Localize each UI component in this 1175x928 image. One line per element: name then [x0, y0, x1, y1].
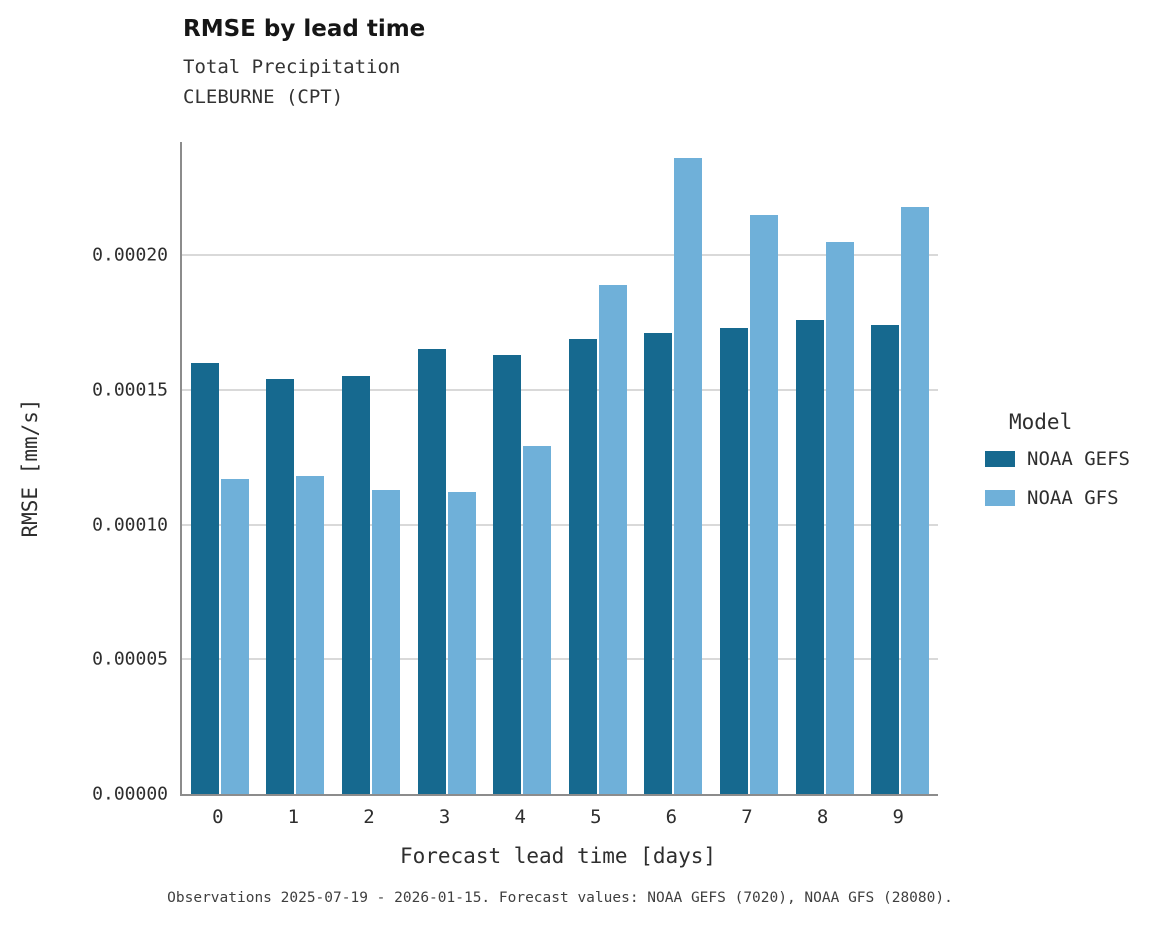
bar-noaa-gfs-lead-9: [901, 206, 930, 794]
legend-label: NOAA GEFS: [1027, 448, 1130, 470]
x-tick-label-5: 5: [590, 806, 602, 828]
bar-noaa-gfs-lead-7: [750, 214, 778, 794]
x-tick-label-6: 6: [665, 806, 678, 828]
bar-noaa-gfs-lead-2: [372, 489, 400, 794]
x-tick-label-7: 7: [741, 806, 753, 828]
y-tick-label-0.00020: 0.00020: [92, 244, 168, 266]
gridline-0.00015: [182, 388, 938, 391]
y-tick-label-0.00000: 0.00000: [92, 783, 168, 805]
bar-noaa-gefs-lead-2: [342, 376, 370, 794]
bar-noaa-gfs-lead-0: [220, 478, 249, 794]
y-tick-label-0.00015: 0.00015: [92, 379, 168, 401]
bar-noaa-gefs-lead-8: [795, 319, 824, 794]
gridline-0.00005: [182, 658, 938, 661]
bar-noaa-gfs-lead-3: [447, 492, 476, 794]
legend-entries: NOAA GEFS NOAA GFS: [985, 448, 1130, 509]
bar-noaa-gfs-lead-1: [296, 476, 325, 794]
bar-noaa-gfs-lead-4: [523, 446, 552, 794]
chart-subtitle-variable: Total Precipitation: [183, 56, 401, 78]
x-tick-label-1: 1: [287, 806, 300, 828]
y-tick-label-0.00005: 0.00005: [92, 648, 168, 670]
bar-noaa-gefs-lead-5: [568, 338, 597, 794]
bar-noaa-gefs-lead-1: [266, 379, 295, 794]
chart-subtitle-location: CLEBURNE (CPT): [183, 86, 344, 108]
y-tick-label-0.00010: 0.00010: [92, 514, 168, 536]
gridline-0.00010: [182, 523, 938, 526]
x-tick-label-2: 2: [363, 806, 375, 828]
legend-entry-noaa-gefs: NOAA GEFS: [985, 448, 1130, 470]
plot-area: [180, 142, 938, 796]
bar-noaa-gefs-lead-4: [493, 354, 522, 794]
bar-noaa-gefs-lead-6: [644, 333, 673, 794]
bar-noaa-gfs-lead-8: [825, 241, 854, 794]
x-tick-label-3: 3: [438, 806, 451, 828]
bar-noaa-gefs-lead-9: [871, 325, 900, 794]
bar-noaa-gfs-lead-6: [674, 158, 703, 794]
legend-entry-noaa-gfs: NOAA GFS: [985, 487, 1130, 509]
bar-noaa-gefs-lead-3: [417, 349, 446, 794]
legend: Model NOAA GEFS NOAA GFS: [985, 410, 1130, 526]
x-axis-tick-labels: 0 1 2 3 4 5 6 7 8 9: [180, 806, 936, 834]
legend-swatch-icon: [985, 490, 1015, 506]
bar-noaa-gefs-lead-0: [190, 362, 219, 794]
gridline-0.00020: [182, 254, 938, 257]
bar-noaa-gfs-lead-5: [598, 284, 627, 794]
x-tick-label-8: 8: [816, 806, 829, 828]
chart-title: RMSE by lead time: [183, 16, 426, 42]
bar-noaa-gefs-lead-7: [720, 327, 748, 794]
y-axis-tick-labels: 0.00000 0.00005 0.00010 0.00015 0.00020: [0, 142, 168, 805]
x-tick-label-4: 4: [514, 806, 526, 828]
x-tick-label-0: 0: [212, 806, 224, 828]
legend-label: NOAA GFS: [1027, 487, 1119, 509]
legend-swatch-icon: [985, 451, 1015, 467]
legend-title: Model: [1009, 410, 1073, 434]
chart-header: RMSE by lead time Total Precipitation CL…: [183, 16, 425, 112]
x-axis-label: Forecast lead time [days]: [399, 844, 717, 868]
caption: Observations 2025-07-19 - 2026-01-15. Fo…: [167, 890, 953, 906]
x-tick-label-9: 9: [892, 806, 904, 828]
